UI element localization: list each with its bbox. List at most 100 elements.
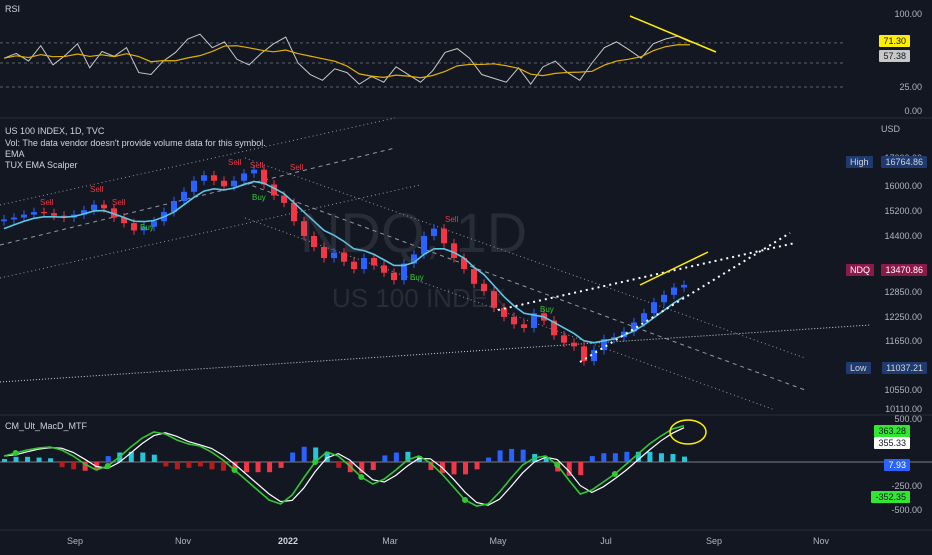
last-price-badge: 13470.86	[881, 264, 927, 276]
macd-histogram-bar	[474, 462, 480, 470]
candle-body	[501, 307, 507, 317]
rsi-tick-0: 0.00	[904, 106, 922, 116]
macd-histogram-bar	[128, 451, 134, 462]
macd-histogram-bar	[658, 453, 664, 462]
candle-body	[241, 173, 247, 181]
candle-body	[671, 287, 677, 295]
time-label-nov-2022: Nov	[812, 536, 830, 546]
macd-histogram-bar	[301, 446, 307, 462]
candle-body	[551, 320, 557, 336]
candle-body	[451, 243, 457, 259]
macd-histogram-bar	[451, 462, 457, 475]
candle-body	[1, 219, 7, 222]
candle-body	[371, 258, 377, 266]
candle-body	[251, 169, 257, 174]
rsi-ma-value-badge: 57.38	[879, 50, 910, 62]
candle-body	[571, 342, 577, 347]
macd-histogram-bar	[278, 462, 284, 468]
candle-body	[651, 302, 657, 314]
rsi-tick-100: 100.00	[894, 9, 922, 19]
candle-body	[121, 217, 127, 224]
macd-histogram-bar	[416, 456, 422, 462]
candle-body	[611, 337, 617, 339]
time-label-jul: Jul	[600, 536, 612, 546]
macd-histogram-bar	[197, 462, 203, 467]
rsi-pane-title: RSI	[5, 4, 21, 14]
macd-tick-500: 500.00	[894, 414, 922, 424]
macd-histogram-bar	[255, 462, 261, 473]
macd-cross-dot	[312, 459, 319, 465]
signal-label: Buy	[410, 273, 424, 282]
macd-histogram-bar	[105, 456, 111, 462]
macd-cross-dot	[104, 463, 111, 469]
candle-body	[261, 169, 267, 185]
macd-histogram-bar	[463, 462, 469, 475]
candle-body	[231, 180, 237, 187]
candle-body	[511, 316, 517, 325]
high-label: High	[846, 156, 873, 168]
time-label-nov: Nov	[174, 536, 192, 546]
macd-histogram-bar	[244, 462, 250, 473]
candle-body	[141, 226, 147, 231]
macd-histogram-bar	[601, 453, 607, 462]
macd-histogram-bar	[589, 456, 595, 462]
macd-histogram-bar	[336, 462, 342, 468]
ema-line	[3, 180, 685, 344]
candle-body	[531, 313, 537, 328]
macd-histogram-bar	[566, 462, 572, 476]
candle-body	[291, 202, 297, 222]
candle-body	[211, 175, 217, 181]
candle-body	[81, 210, 87, 215]
rsi-divergence-trendline	[629, 15, 717, 53]
volume-note: Vol: The data vendor doesn't provide vol…	[5, 138, 266, 148]
macd-histogram-bar	[635, 451, 641, 462]
rsi-ma-line	[3, 44, 690, 79]
signal-label: Buy	[540, 305, 554, 314]
price-tick-10110: 10110.00	[885, 404, 922, 414]
signal-label: Sell	[40, 198, 54, 207]
price-tick-12850: 12850.00	[884, 287, 922, 297]
candle-body	[191, 180, 197, 192]
time-label-may: May	[489, 536, 507, 546]
watermark-name: US 100 INDEX	[332, 283, 506, 313]
candle-body	[411, 254, 417, 264]
macd-histogram-bar	[578, 462, 584, 476]
macd-tick-neg250: -250.00	[891, 481, 922, 491]
macd-line	[3, 424, 685, 507]
macd-cross-dot	[231, 467, 238, 473]
macd-histogram-bar	[543, 457, 549, 462]
macd-histogram-bar	[290, 452, 296, 462]
macd-histogram-bar	[94, 462, 100, 470]
candle-body	[341, 252, 347, 262]
macd-histogram-bar	[405, 451, 411, 462]
macd-histogram-bar	[382, 455, 388, 462]
macd-histogram-bar	[313, 447, 319, 462]
scalper-indicator-label: TUX EMA Scalper	[5, 160, 78, 170]
macd-histogram-bar	[13, 456, 19, 462]
signal-label: Sell	[90, 185, 104, 194]
macd-histogram-bar	[25, 456, 31, 462]
candle-body	[381, 265, 387, 273]
watermark-symbol: NDQ, 1D	[300, 201, 528, 264]
macd-cross-dot	[554, 462, 561, 468]
macd-histogram-bar	[59, 462, 65, 468]
candle-body	[581, 346, 587, 362]
candle-body	[361, 258, 367, 270]
macd-tick-neg500: -500.00	[891, 505, 922, 515]
price-tick-16000: 16000.00	[884, 181, 922, 191]
macd-histogram-bar	[486, 457, 492, 462]
macd-histogram-bar	[682, 456, 687, 462]
macd-histogram-bar	[670, 453, 676, 462]
candle-body	[201, 175, 207, 181]
price-yellow-trendline	[639, 251, 709, 286]
candle-body	[401, 263, 407, 281]
candle-body	[621, 331, 627, 338]
ema-indicator-label: EMA	[5, 149, 25, 159]
symbol-label: NDQ	[846, 264, 874, 276]
candle-body	[111, 208, 117, 218]
histogram-value-badge: 7.93	[884, 459, 910, 471]
time-label-sep-2022: Sep	[705, 536, 723, 546]
low-label: Low	[846, 362, 871, 374]
